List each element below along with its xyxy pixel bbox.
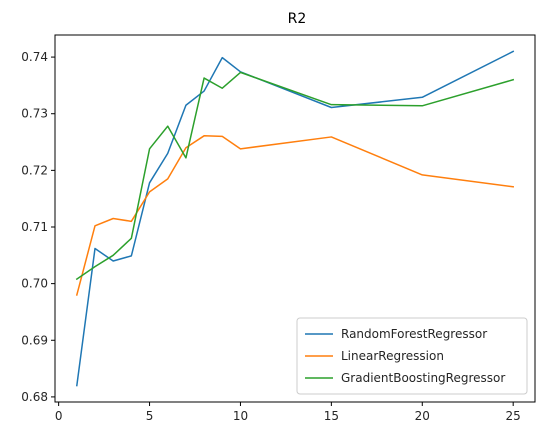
y-tick-label: 0.72 (21, 163, 48, 177)
x-tick-label: 20 (415, 409, 430, 423)
chart-title: R2 (288, 11, 307, 27)
x-tick-label: 10 (233, 409, 248, 423)
legend-label: GradientBoostingRegressor (341, 371, 505, 385)
x-tick-label: 5 (146, 409, 154, 423)
legend-box (296, 317, 528, 395)
series-line-gradientboostingregressor (75, 71, 515, 281)
x-tick-label: 15 (324, 409, 339, 423)
y-tick-label: 0.73 (21, 107, 48, 121)
series-layer (75, 50, 515, 387)
legend: RandomForestRegressor LinearRegression Gra… (296, 317, 528, 395)
y-tick-label: 0.74 (21, 50, 48, 64)
legend-label: RandomForestRegressor (341, 327, 487, 341)
y-tick-label: 0.69 (21, 333, 48, 347)
y-tick-label: 0.70 (21, 277, 48, 291)
plot-area: 0 5 10 15 20 25 0.68 0.69 0.70 0.71 0.72 0.73 0.74 (21, 34, 536, 423)
x-tick-label: 25 (506, 409, 521, 423)
axes-frame (54, 34, 536, 403)
x-axis-ticks: 0 5 10 15 20 25 (55, 402, 521, 423)
y-tick-label: 0.68 (21, 390, 48, 404)
series-line-linearregression (75, 135, 515, 296)
series-line-randomforestregressor (75, 50, 515, 387)
y-axis-ticks: 0.68 0.69 0.70 0.71 0.72 0.73 0.74 (21, 50, 55, 404)
y-tick-label: 0.71 (21, 220, 48, 234)
legend-label: LinearRegression (341, 349, 444, 363)
x-tick-label: 0 (55, 409, 63, 423)
